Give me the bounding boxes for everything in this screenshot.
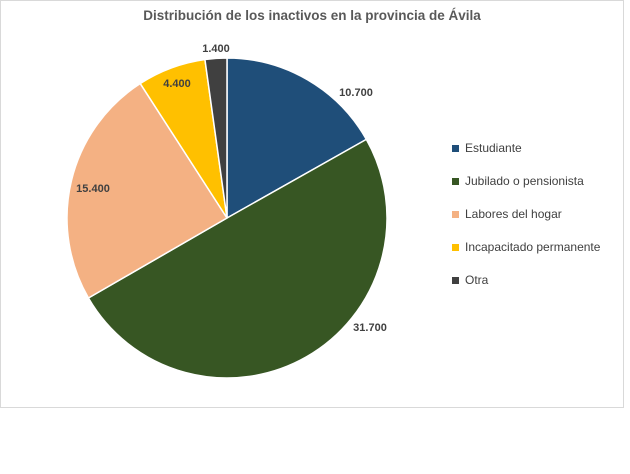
legend-item-incapacitado: Incapacitado permanente [452,239,600,256]
legend-swatch [452,243,459,251]
legend-label: Jubilado o pensionista [465,174,584,189]
pie-slice-otra [204,57,228,219]
legend-item-labores: Labores del hogar [452,206,600,223]
legend-label: Estudiante [465,141,522,156]
legend-swatch [452,177,459,185]
data-label: 4.400 [163,78,191,90]
legend: Estudiante Jubilado o pensionista Labore… [452,140,600,305]
data-label: 10.700 [339,87,373,99]
legend-label: Incapacitado permanente [465,240,601,255]
data-label: 31.700 [353,322,387,334]
pie-slice-jubilado-o-pensionista [87,138,388,379]
legend-item-estudiante: Estudiante [452,140,600,157]
legend-swatch [452,210,459,218]
legend-swatch [452,276,459,284]
chart-title: Distribución de los inactivos en la prov… [143,8,481,23]
pie-slice-estudiante [226,57,368,220]
legend-item-otra: Otra [452,272,600,289]
data-label: 15.400 [76,183,110,195]
pie-slice-labores-del-hogar [66,82,229,300]
legend-swatch [452,144,459,152]
legend-label: Labores del hogar [465,207,562,222]
data-label: 1.400 [202,43,230,55]
legend-label: Otra [465,273,489,288]
legend-item-jubilado: Jubilado o pensionista [452,173,600,190]
